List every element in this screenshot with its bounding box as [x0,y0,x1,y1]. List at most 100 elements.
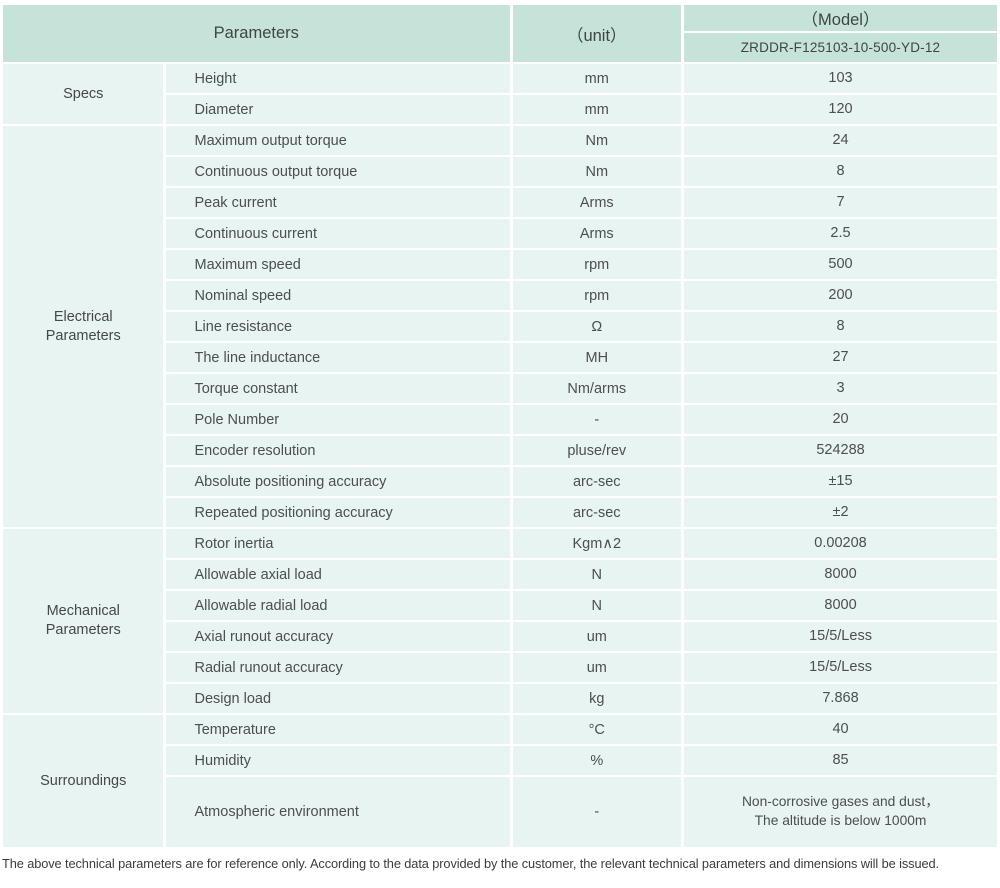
unit-cell: pluse/rev [512,436,682,465]
section-category-mechanical: Mechanical Parameters [3,529,164,713]
section-category-specs: Specs [3,64,164,124]
param-cell: Allowable radial load [166,591,510,620]
table-row: Allowable axial load N 8000 [3,560,997,589]
param-cell: Maximum speed [166,250,510,279]
param-cell: Height [166,64,510,93]
value-cell: 27 [684,343,997,372]
table-row: Encoder resolution pluse/rev 524288 [3,436,997,465]
param-cell: Encoder resolution [166,436,510,465]
model-value: ZRDDR-F125103-10-500-YD-12 [684,33,997,62]
table-row: Mechanical Parameters Rotor inertia Kgm∧… [3,529,997,713]
unit-cell: rpm [512,281,682,310]
value-cell: 24 [684,126,997,155]
table-row: The line inductance MH 27 [3,343,997,372]
section-category-electrical: Electrical Parameters [3,126,164,527]
value-cell: Non-corrosive gases and dust， The altitu… [684,777,997,847]
param-cell: Peak current [166,188,510,217]
unit-cell: mm [512,64,682,93]
table-row: Continuous output torque Nm 8 [3,157,997,186]
table-row: Line resistance Ω 8 [3,312,997,341]
unit-cell: mm [512,95,682,124]
table-row: Repeated positioning accuracy arc-sec ±2 [3,498,997,527]
value-cell: 15/5/Less [684,622,997,651]
value-cell: 524288 [684,436,997,465]
unit-cell: um [512,622,682,651]
table-row: Nominal speed rpm 200 [3,281,997,310]
value-cell: 2.5 [684,219,997,248]
value-cell: 3 [684,374,997,403]
unit-cell: arc-sec [512,467,682,496]
unit-header: （unit） [512,5,682,62]
table-row: Humidity % 85 [3,746,997,775]
param-cell: Diameter [166,95,510,124]
section-category-surroundings: Surroundings [3,715,164,847]
unit-cell: Nm [512,157,682,186]
param-cell: Continuous output torque [166,157,510,186]
table-row: Allowable radial load N 8000 [3,591,997,620]
unit-cell: N [512,560,682,589]
unit-cell: Arms [512,219,682,248]
unit-cell: N [512,591,682,620]
param-cell: Axial runout accuracy [166,622,510,651]
value-cell: 7.868 [684,684,997,713]
unit-cell: MH [512,343,682,372]
param-cell: Design load [166,684,510,713]
value-cell: 500 [684,250,997,279]
value-cell: 8000 [684,560,997,589]
unit-cell: - [512,777,682,847]
table-row: Diameter mm 120 [3,95,997,124]
param-cell: Atmospheric environment [166,777,510,847]
value-cell: 8000 [684,591,997,620]
table-row: Peak current Arms 7 [3,188,997,217]
unit-cell: % [512,746,682,775]
param-cell: Repeated positioning accuracy [166,498,510,527]
value-cell: 103 [684,64,997,93]
table-row: Surroundings Temperature °C 40 [3,715,997,847]
table-row: Maximum speed rpm 500 [3,250,997,279]
param-cell: Maximum output torque [166,126,510,155]
value-cell: 40 [684,715,997,744]
param-cell: Radial runout accuracy [166,653,510,682]
unit-cell: Nm/arms [512,374,682,403]
param-cell: Allowable axial load [166,560,510,589]
value-cell: 200 [684,281,997,310]
param-cell: Temperature [166,715,510,744]
value-cell: 120 [684,95,997,124]
value-cell: 8 [684,312,997,341]
footer-note: The above technical parameters are for r… [2,856,939,871]
unit-cell: rpm [512,250,682,279]
value-cell: 15/5/Less [684,653,997,682]
unit-cell: Arms [512,188,682,217]
unit-cell: arc-sec [512,498,682,527]
spec-table: Parameters （unit） （Model） ZRDDR-F125103-… [0,3,1000,849]
param-cell: The line inductance [166,343,510,372]
table-row: Radial runout accuracy um 15/5/Less [3,653,997,682]
table-row: Absolute positioning accuracy arc-sec ±1… [3,467,997,496]
param-cell: Absolute positioning accuracy [166,467,510,496]
value-cell: ±2 [684,498,997,527]
value-cell: 0.00208 [684,529,997,558]
param-cell: Rotor inertia [166,529,510,558]
value-cell: ±15 [684,467,997,496]
table-row: Design load kg 7.868 [3,684,997,713]
table-row: Torque constant Nm/arms 3 [3,374,997,403]
unit-cell: kg [512,684,682,713]
value-cell: 20 [684,405,997,434]
value-cell: 85 [684,746,997,775]
unit-cell: Kgm∧2 [512,529,682,558]
header-row: Parameters （unit） （Model） [3,5,997,62]
table-row: Electrical Parameters Maximum output tor… [3,126,997,527]
unit-cell: um [512,653,682,682]
table-row: Specs Height mm 103 [3,64,997,124]
value-cell: 7 [684,188,997,217]
unit-cell: Nm [512,126,682,155]
header-row-model: ZRDDR-F125103-10-500-YD-12 [3,33,997,62]
unit-cell: Ω [512,312,682,341]
param-cell: Nominal speed [166,281,510,310]
param-cell: Line resistance [166,312,510,341]
parameters-header: Parameters [3,5,510,62]
unit-cell: - [512,405,682,434]
param-cell: Pole Number [166,405,510,434]
param-cell: Humidity [166,746,510,775]
value-cell: 8 [684,157,997,186]
